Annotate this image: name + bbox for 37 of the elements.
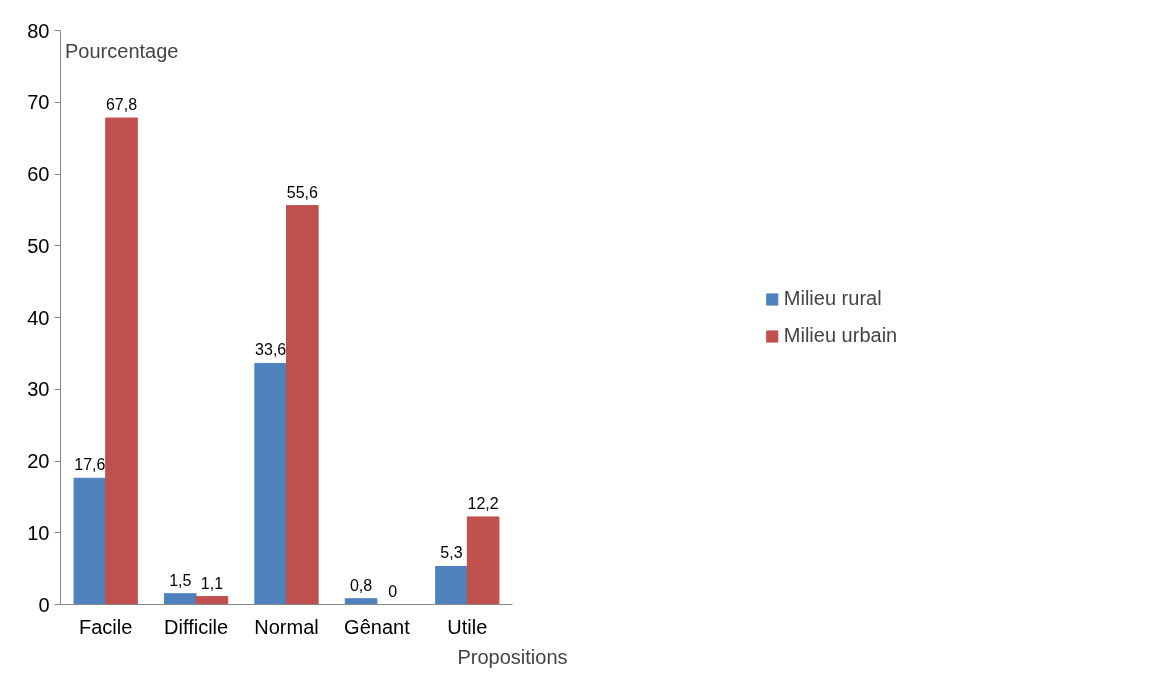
bar [466,516,500,605]
x-tick-label: Normal [254,615,319,638]
data-label: 12,2 [467,494,499,512]
y-tick-label: 10 [27,521,50,544]
y-tick-label: 50 [27,234,50,257]
y-tick-label: 60 [27,163,50,185]
data-label: 33,6 [255,341,287,359]
x-tick-label: Gênant [344,615,411,638]
data-label: 1,5 [169,571,192,589]
data-label: 55,6 [286,183,318,201]
legend-label: Milieu rural [783,287,882,310]
legend-label: Milieu urbain [783,324,898,347]
bar [73,477,107,605]
data-label: 1,1 [200,574,224,592]
bar [254,362,287,605]
y-axis-title: Pourcentage [65,39,179,62]
bar [286,205,319,605]
bar [195,596,229,605]
x-tick-label: Difficile [164,615,229,638]
x-tick-label: Facile [79,615,133,638]
y-tick-label: 20 [27,450,50,472]
data-label: 0,8 [349,576,373,594]
y-tick-label: 0 [38,593,50,616]
bar [435,565,468,605]
data-label: 0 [388,582,398,600]
y-tick-label: 40 [27,306,50,329]
x-tick-label: Utile [447,615,488,638]
y-tick-label: 70 [27,91,50,114]
y-tick-label: 30 [27,378,50,401]
data-label: 5,3 [440,544,463,562]
bar [105,117,138,605]
y-tick-label: 80 [27,19,50,42]
bar [163,593,197,605]
bar [344,598,378,605]
x-axis-title: Propositions [457,645,568,668]
data-label: 17,6 [74,456,106,474]
data-label: 67,8 [105,96,138,114]
